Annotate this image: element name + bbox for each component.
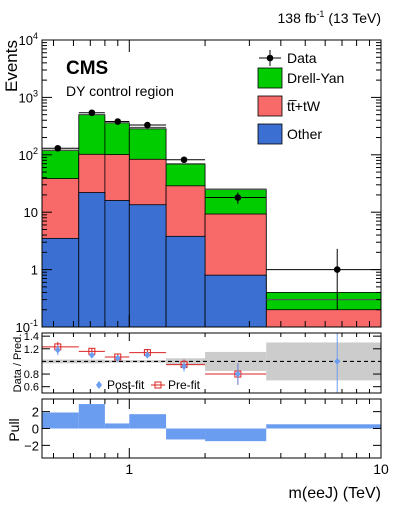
legend-label-3: Other bbox=[287, 126, 322, 142]
data-point-0 bbox=[54, 144, 62, 152]
postfit-marker-5 bbox=[234, 370, 241, 378]
legend-data-marker bbox=[266, 54, 274, 62]
pull-bar-2 bbox=[104, 423, 130, 429]
ratio-axes: 0.60.8 1.21.4 bbox=[24, 331, 382, 394]
x-tick-label-0: 1 bbox=[125, 461, 133, 477]
pull-ylabel: Pull bbox=[6, 418, 22, 441]
stack-bar-other-0 bbox=[41, 237, 80, 328]
ratio-band-bin-0 bbox=[42, 359, 79, 364]
pull-ytick-label-1: 0 bbox=[32, 422, 39, 437]
data-point-3 bbox=[144, 121, 151, 129]
ratio-legend-postfit-label: Post-fit bbox=[107, 378, 145, 392]
pull-ytick-label-2: 2 bbox=[32, 405, 39, 420]
x-tick-label-1: 10 bbox=[373, 461, 389, 477]
pull-bar-0 bbox=[42, 412, 79, 429]
lumi-label: 138 fb-1 (13 TeV) bbox=[278, 9, 382, 26]
main-ytick-label-2: 10 bbox=[24, 205, 38, 220]
pull-panel: −20 2 bbox=[24, 398, 382, 459]
stack-bar-other-1 bbox=[78, 192, 106, 328]
pull-bar-4 bbox=[166, 428, 206, 440]
postfit-marker-2 bbox=[114, 354, 121, 362]
postfit-marker-4 bbox=[181, 362, 188, 370]
data-point-4 bbox=[180, 156, 188, 164]
experiment-label: CMS bbox=[66, 58, 108, 79]
ratio-ytick-label-1: 0.8 bbox=[24, 369, 39, 381]
legend-swatch-2 bbox=[257, 95, 283, 117]
postfit-marker-0 bbox=[54, 346, 61, 354]
ratio-legend-postfit-marker bbox=[96, 381, 102, 389]
stack-bar-other-5 bbox=[204, 274, 267, 328]
legend: Data Drell-Yan tt̅+tW Other bbox=[257, 50, 344, 145]
main-frame bbox=[41, 39, 382, 328]
ratio-ytick-label-3: 1.4 bbox=[24, 331, 39, 343]
pull-bar-6 bbox=[266, 424, 381, 429]
postfit-marker-6 bbox=[334, 357, 341, 365]
ratio-ytick-label-2: 1.2 bbox=[24, 344, 39, 356]
ratio-legend: Post-fit Pre-fit bbox=[96, 378, 201, 392]
pull-axes: −20 2 bbox=[24, 398, 382, 459]
pull-bars bbox=[42, 404, 381, 442]
region-label: DY control region bbox=[66, 83, 174, 99]
pull-ytick-label-0: −2 bbox=[24, 438, 39, 453]
legend-swatch-3 bbox=[257, 123, 283, 145]
main-ytick-label-4: 103 bbox=[19, 88, 38, 105]
pull-bar-5 bbox=[205, 428, 267, 442]
main-axes: 10-1 1 10 102 103 104 bbox=[16, 31, 382, 335]
ratio-band bbox=[42, 342, 381, 381]
postfit-marker-1 bbox=[88, 351, 95, 359]
main-data bbox=[42, 109, 381, 310]
stack-bar-other-4 bbox=[165, 235, 206, 328]
pull-bar-3 bbox=[129, 414, 167, 429]
x-axis-title: m(eeJ) (TeV) bbox=[289, 485, 381, 502]
data-point-2 bbox=[114, 118, 122, 125]
main-ytick-label-5: 104 bbox=[19, 31, 38, 48]
ratio-ytick-label-0: 0.6 bbox=[24, 382, 39, 394]
main-stack bbox=[41, 114, 382, 328]
stack-bar-other-2 bbox=[104, 200, 130, 328]
ratio-panel: 0.60.8 1.21.4 Post-fit Pre-fit bbox=[24, 331, 382, 394]
legend-label-0: Data bbox=[287, 50, 317, 66]
main-ytick-label-1: 1 bbox=[31, 263, 38, 278]
postfit-marker-3 bbox=[144, 351, 151, 359]
data-point-1 bbox=[88, 109, 96, 117]
main-ytick-label-3: 102 bbox=[19, 146, 38, 163]
ratio-ylabel: Data / Pred. bbox=[12, 334, 24, 393]
data-point-5 bbox=[234, 194, 242, 201]
ratio-points bbox=[42, 333, 341, 393]
stack-bar-tt-tw-6 bbox=[265, 309, 382, 328]
data-point-6 bbox=[333, 266, 341, 273]
ratio-band-bin-5 bbox=[205, 351, 267, 371]
stack-bar-other-3 bbox=[128, 204, 167, 328]
ratio-legend-prefit-label: Pre-fit bbox=[168, 378, 201, 392]
legend-swatch-1 bbox=[257, 67, 283, 89]
ratio-frame bbox=[41, 332, 382, 394]
ratio-band-bin-2 bbox=[104, 360, 130, 363]
main-ylabel: Events bbox=[2, 40, 21, 92]
pull-bar-1 bbox=[78, 404, 105, 429]
x-ticklabels: 1 10 bbox=[125, 461, 389, 477]
legend-label-2: tt̅+tW bbox=[287, 98, 321, 114]
main-ytick-label-0: 10-1 bbox=[16, 318, 38, 335]
legend-label-1: Drell-Yan bbox=[287, 70, 344, 86]
main-panel: 10-1 1 10 102 103 104 bbox=[16, 31, 382, 335]
